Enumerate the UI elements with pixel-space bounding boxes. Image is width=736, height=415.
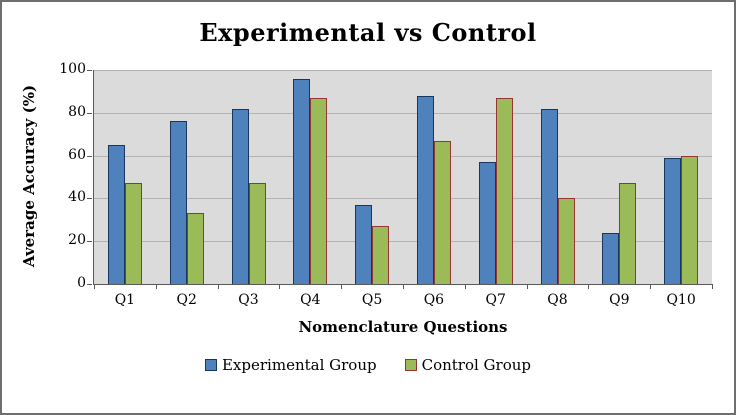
y-tick-mark-40 [87, 198, 92, 200]
bar-experimental-q2 [169, 121, 187, 284]
y-tick-mark-20 [87, 241, 92, 243]
x-tick-label-q3: Q3 [238, 292, 259, 308]
x-tick-mark-7 [526, 285, 528, 289]
x-tick-label-q9: Q9 [609, 292, 630, 308]
x-tick-mark-3 [279, 285, 281, 289]
bar-experimental-q5 [355, 204, 373, 284]
x-tick-mark-2 [217, 285, 219, 289]
legend-label: Control Group [421, 356, 532, 374]
x-tick-mark-5 [403, 285, 404, 289]
y-tick-mark-60 [87, 155, 92, 157]
x-tick-label-q1: Q1 [114, 292, 136, 308]
x-tick-mark-6 [464, 285, 466, 289]
bar-control-q4 [310, 97, 328, 284]
y-tick-mark-0 [87, 284, 92, 285]
gridline-40 [94, 198, 712, 200]
bar-control-q5 [372, 226, 390, 284]
gridline-100 [94, 70, 712, 71]
bar-experimental-q1 [107, 144, 125, 284]
legend-swatch-icon [204, 359, 217, 371]
y-tick-label-100: 100 [59, 61, 86, 77]
y-tick-label-80: 80 [68, 103, 86, 120]
y-axis-line [93, 70, 94, 285]
legend-item-experimental-group: Experimental Group [204, 356, 377, 374]
bar-control-q10 [681, 155, 699, 284]
x-tick-label-q2: Q2 [176, 292, 197, 308]
bar-control-q3 [248, 183, 266, 284]
gridline-60 [94, 155, 712, 157]
bar-control-q8 [557, 198, 575, 284]
x-tick-label-q8: Q8 [547, 292, 568, 308]
bar-experimental-q4 [293, 78, 311, 284]
bar-experimental-q6 [416, 95, 434, 284]
gridline-80 [94, 112, 712, 114]
x-tick-label-q10: Q10 [666, 292, 696, 308]
bar-control-q7 [495, 97, 513, 284]
bar-experimental-q9 [602, 232, 620, 284]
x-tick-label-q6: Q6 [423, 292, 445, 308]
y-axis-title: Average Accuracy (%) [20, 84, 38, 268]
x-axis-title: Nomenclature Questions [298, 318, 508, 336]
x-tick-mark-10 [712, 285, 713, 289]
y-tick-label-20: 20 [68, 232, 86, 249]
plot-area [87, 70, 713, 289]
chart-title: Experimental vs Control [199, 18, 537, 47]
bar-experimental-q8 [540, 108, 558, 284]
bar-control-q2 [186, 213, 204, 284]
bar-control-q6 [433, 140, 451, 284]
x-tick-label-q5: Q5 [361, 292, 383, 308]
bar-experimental-q7 [478, 162, 496, 284]
legend-swatch-icon [404, 359, 417, 371]
x-tick-mark-0 [94, 285, 95, 289]
x-tick-mark-9 [650, 285, 652, 289]
x-tick-mark-4 [341, 285, 343, 289]
y-tick-mark-80 [87, 112, 92, 114]
bar-control-q9 [619, 183, 637, 284]
legend-item-control-group: Control Group [404, 356, 532, 374]
x-tick-mark-8 [588, 285, 590, 289]
y-tick-label-40: 40 [68, 189, 86, 206]
y-tick-label-0: 0 [77, 275, 86, 291]
legend: Experimental Group Control Group [2, 356, 734, 374]
y-tick-label-60: 60 [68, 146, 86, 163]
bar-experimental-q3 [231, 108, 249, 284]
bar-experimental-q10 [664, 157, 682, 284]
bar-control-q1 [124, 183, 142, 284]
gridline-20 [94, 241, 712, 243]
x-axis-line [93, 284, 713, 285]
x-tick-label-q7: Q7 [485, 292, 506, 308]
legend-label: Experimental Group [221, 356, 377, 374]
y-tick-mark-100 [87, 70, 92, 71]
x-tick-label-q4: Q4 [300, 292, 321, 308]
x-tick-mark-1 [155, 285, 157, 289]
